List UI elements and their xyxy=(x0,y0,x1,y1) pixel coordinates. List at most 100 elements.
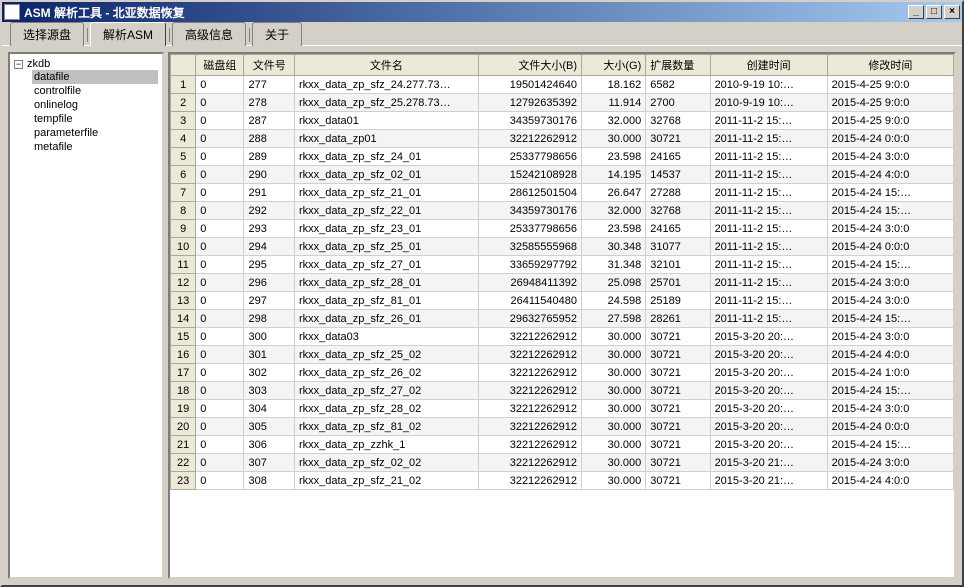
cell: 2015-4-25 9:0:0 xyxy=(827,94,953,112)
cell: 0 xyxy=(196,364,244,382)
cell: 296 xyxy=(244,274,295,292)
tree-item-parameterfile[interactable]: parameterfile xyxy=(32,126,158,140)
table-row[interactable]: 110295rkxx_data_zp_sfz_27_01336592977923… xyxy=(171,256,954,274)
col-rownum[interactable] xyxy=(171,55,196,76)
row-number: 15 xyxy=(171,328,196,346)
cell: 2015-3-20 21:… xyxy=(710,472,827,490)
tree-item-datafile[interactable]: datafile xyxy=(32,70,158,84)
table-row[interactable]: 30287rkxx_data013435973017632.0003276820… xyxy=(171,112,954,130)
cell: 2015-4-24 3:0:0 xyxy=(827,400,953,418)
cell: 2015-4-24 0:0:0 xyxy=(827,238,953,256)
cell: 2011-11-2 15:… xyxy=(710,274,827,292)
table-row[interactable]: 50289rkxx_data_zp_sfz_24_012533779865623… xyxy=(171,148,954,166)
table-row[interactable]: 180303rkxx_data_zp_sfz_27_02322122629123… xyxy=(171,382,954,400)
table-row[interactable]: 80292rkxx_data_zp_sfz_22_013435973017632… xyxy=(171,202,954,220)
cell: 30721 xyxy=(646,346,710,364)
table-row[interactable]: 60290rkxx_data_zp_sfz_02_011524210892814… xyxy=(171,166,954,184)
table-row[interactable]: 220307rkxx_data_zp_sfz_02_02322122629123… xyxy=(171,454,954,472)
tab-3[interactable]: 关于 xyxy=(252,22,302,46)
table-row[interactable]: 70291rkxx_data_zp_sfz_21_012861250150426… xyxy=(171,184,954,202)
cell: 30721 xyxy=(646,400,710,418)
table-row[interactable]: 140298rkxx_data_zp_sfz_26_01296327659522… xyxy=(171,310,954,328)
cell: rkxx_data_zp_sfz_02_01 xyxy=(294,166,478,184)
cell: 15242108928 xyxy=(478,166,581,184)
cell: 30.000 xyxy=(582,382,646,400)
table-row[interactable]: 170302rkxx_data_zp_sfz_26_02322122629123… xyxy=(171,364,954,382)
cell: 2015-4-24 3:0:0 xyxy=(827,328,953,346)
cell: 32101 xyxy=(646,256,710,274)
table-row[interactable]: 90293rkxx_data_zp_sfz_23_012533779865623… xyxy=(171,220,954,238)
cell: 0 xyxy=(196,436,244,454)
cell: 19501424640 xyxy=(478,76,581,94)
cell: rkxx_data_zp_sfz_02_02 xyxy=(294,454,478,472)
grid-body: 10277rkxx_data_zp_sfz_24.277.73…19501424… xyxy=(171,76,954,490)
cell: 277 xyxy=(244,76,295,94)
cell: 278 xyxy=(244,94,295,112)
cell: 27288 xyxy=(646,184,710,202)
table-row[interactable]: 20278rkxx_data_zp_sfz_25.278.73…12792635… xyxy=(171,94,954,112)
cell: 32212262912 xyxy=(478,346,581,364)
col-header-2[interactable]: 文件名 xyxy=(294,55,478,76)
tab-1[interactable]: 解析ASM xyxy=(90,22,166,46)
table-row[interactable]: 40288rkxx_data_zp013221226291230.0003072… xyxy=(171,130,954,148)
table-row[interactable]: 230308rkxx_data_zp_sfz_21_02322122629123… xyxy=(171,472,954,490)
maximize-button[interactable]: □ xyxy=(926,5,942,19)
cell: 30721 xyxy=(646,454,710,472)
close-button[interactable]: × xyxy=(944,5,960,19)
cell: 0 xyxy=(196,400,244,418)
table-row[interactable]: 130297rkxx_data_zp_sfz_81_01264115404802… xyxy=(171,292,954,310)
cell: 26.647 xyxy=(582,184,646,202)
col-header-0[interactable]: 磁盘组 xyxy=(196,55,244,76)
cell: 287 xyxy=(244,112,295,130)
col-header-5[interactable]: 扩展数量 xyxy=(646,55,710,76)
col-header-3[interactable]: 文件大小(B) xyxy=(478,55,581,76)
cell: rkxx_data_zp_sfz_28_02 xyxy=(294,400,478,418)
cell: 30721 xyxy=(646,436,710,454)
cell: 0 xyxy=(196,202,244,220)
cell: 32212262912 xyxy=(478,364,581,382)
tree-item-tempfile[interactable]: tempfile xyxy=(32,112,158,126)
cell: 2015-3-20 20:… xyxy=(710,328,827,346)
cell: rkxx_data_zp_zzhk_1 xyxy=(294,436,478,454)
table-row[interactable]: 100294rkxx_data_zp_sfz_25_01325855559683… xyxy=(171,238,954,256)
cell: 25189 xyxy=(646,292,710,310)
table-row[interactable]: 160301rkxx_data_zp_sfz_25_02322122629123… xyxy=(171,346,954,364)
grid-panel[interactable]: 磁盘组文件号文件名文件大小(B)大小(G)扩展数量创建时间修改时间 10277r… xyxy=(168,52,956,579)
tree-item-onlinelog[interactable]: onlinelog xyxy=(32,98,158,112)
cell: 2011-11-2 15:… xyxy=(710,310,827,328)
tree-toggle-icon[interactable]: − xyxy=(14,60,23,69)
col-header-4[interactable]: 大小(G) xyxy=(582,55,646,76)
tab-0[interactable]: 选择源盘 xyxy=(10,22,84,46)
cell: 2011-11-2 15:… xyxy=(710,112,827,130)
row-number: 8 xyxy=(171,202,196,220)
tree-item-metafile[interactable]: metafile xyxy=(32,140,158,154)
cell: 18.162 xyxy=(582,76,646,94)
tab-2[interactable]: 高级信息 xyxy=(172,22,246,46)
cell: 28612501504 xyxy=(478,184,581,202)
cell: 28261 xyxy=(646,310,710,328)
cell: 32212262912 xyxy=(478,328,581,346)
cell: 2015-4-24 0:0:0 xyxy=(827,130,953,148)
tree-root[interactable]: − zkdb xyxy=(14,58,158,70)
cell: 292 xyxy=(244,202,295,220)
col-header-7[interactable]: 修改时间 xyxy=(827,55,953,76)
minimize-button[interactable]: _ xyxy=(908,5,924,19)
cell: 30.000 xyxy=(582,436,646,454)
table-row[interactable]: 120296rkxx_data_zp_sfz_28_01269484113922… xyxy=(171,274,954,292)
cell: 30721 xyxy=(646,382,710,400)
col-header-1[interactable]: 文件号 xyxy=(244,55,295,76)
window-buttons: _ □ × xyxy=(908,5,960,19)
table-row[interactable]: 10277rkxx_data_zp_sfz_24.277.73…19501424… xyxy=(171,76,954,94)
cell: 0 xyxy=(196,166,244,184)
row-number: 10 xyxy=(171,238,196,256)
cell: 30721 xyxy=(646,364,710,382)
table-row[interactable]: 190304rkxx_data_zp_sfz_28_02322122629123… xyxy=(171,400,954,418)
col-header-6[interactable]: 创建时间 xyxy=(710,55,827,76)
cell: 302 xyxy=(244,364,295,382)
table-row[interactable]: 210306rkxx_data_zp_zzhk_13221226291230.0… xyxy=(171,436,954,454)
tree-item-controlfile[interactable]: controlfile xyxy=(32,84,158,98)
cell: 2015-3-20 20:… xyxy=(710,346,827,364)
table-row[interactable]: 200305rkxx_data_zp_sfz_81_02322122629123… xyxy=(171,418,954,436)
cell: 2015-4-24 3:0:0 xyxy=(827,220,953,238)
table-row[interactable]: 150300rkxx_data033221226291230.000307212… xyxy=(171,328,954,346)
